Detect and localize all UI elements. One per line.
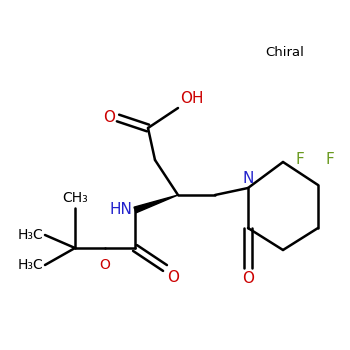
Text: H₃C: H₃C <box>17 228 43 242</box>
Text: O: O <box>99 258 111 272</box>
Text: CH₃: CH₃ <box>62 191 88 205</box>
Text: O: O <box>167 270 179 285</box>
Polygon shape <box>134 195 178 213</box>
Text: F: F <box>326 152 334 167</box>
Text: N: N <box>242 171 254 186</box>
Text: O: O <box>242 271 254 286</box>
Text: O: O <box>103 110 115 125</box>
Text: F: F <box>296 152 304 167</box>
Text: HN: HN <box>109 202 132 217</box>
Text: Chiral: Chiral <box>266 46 304 58</box>
Text: H₃C: H₃C <box>17 258 43 272</box>
Text: OH: OH <box>180 91 203 106</box>
